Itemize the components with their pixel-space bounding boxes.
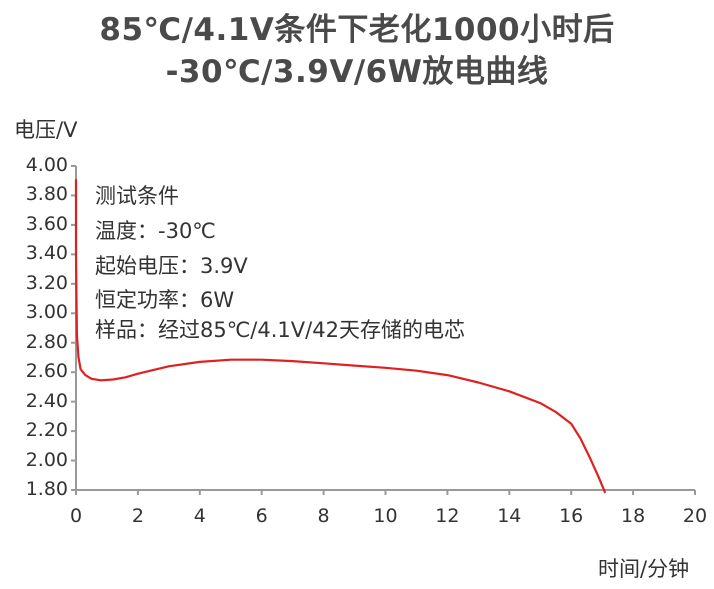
- x-tick-label: 6: [255, 505, 268, 527]
- y-tick-label: 3.00: [25, 301, 68, 324]
- chart-title-line-1: 85℃/4.1V条件下老化1000小时后: [99, 12, 615, 48]
- x-tick-label: 4: [193, 505, 206, 527]
- y-tick-label: 2.00: [25, 448, 68, 471]
- discharge-curve-line: [74, 179, 607, 494]
- y-tick-label: 3.60: [25, 212, 68, 235]
- x-tick-label: 20: [682, 505, 708, 527]
- x-tick-label: 0: [69, 505, 83, 527]
- y-tick-label: 1.80: [25, 478, 68, 500]
- y-tick-label: 2.80: [25, 330, 68, 353]
- x-tick-label: 18: [621, 505, 646, 527]
- x-tick-label: 12: [435, 505, 460, 527]
- x-axis-label: 时间/分钟: [598, 557, 690, 581]
- y-tick-label: 2.60: [25, 360, 68, 383]
- x-tick-label: 16: [559, 505, 584, 527]
- y-axis-label: 电压/V: [14, 118, 78, 142]
- x-tick-label: 2: [131, 505, 144, 527]
- y-tick-label: 2.40: [25, 389, 68, 412]
- y-tick-label: 2.20: [25, 419, 68, 442]
- y-tick-label: 3.80: [25, 183, 68, 206]
- annotation-test-conditions: 测试条件: [95, 184, 179, 208]
- y-tick-label: 3.20: [25, 271, 68, 294]
- chart-series: [74, 179, 607, 494]
- annotation-sample: 样品：经过85℃/4.1V/42天存储的电芯: [95, 318, 465, 342]
- x-tick-label: 14: [497, 505, 522, 527]
- annotation-start-voltage: 起始电压：3.9V: [95, 254, 248, 278]
- y-tick-label: 4.00: [25, 154, 68, 176]
- x-tick-label: 10: [373, 505, 398, 527]
- annotation-constant-power: 恒定功率：6W: [95, 288, 235, 312]
- annotation-temperature: 温度：-30℃: [95, 219, 216, 243]
- x-tick-label: 8: [317, 505, 330, 527]
- chart-title-line-2: -30℃/3.9V/6W放电曲线: [165, 54, 549, 90]
- y-tick-label: 3.40: [25, 242, 68, 265]
